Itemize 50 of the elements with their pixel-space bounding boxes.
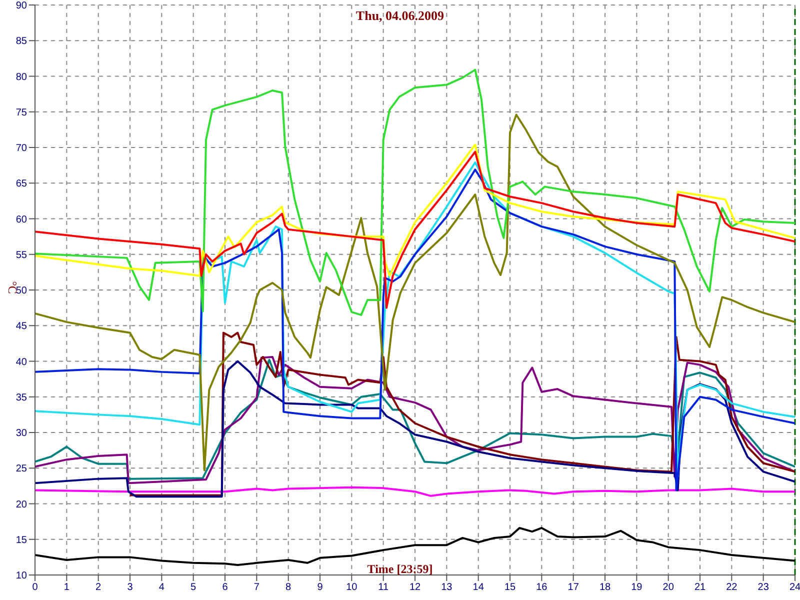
x-tick-label: 22 [726, 582, 738, 594]
y-tick-label: 80 [16, 72, 28, 83]
y-tick-label: 45 [16, 321, 28, 332]
y-tick-label: 20 [16, 499, 28, 510]
y-tick-label: 75 [16, 107, 28, 118]
x-tick-label: 19 [631, 582, 643, 594]
x-tick-label: 16 [536, 582, 548, 594]
y-tick-label: 50 [16, 286, 28, 297]
y-tick-label: 55 [16, 250, 28, 261]
chart-title: Thu, 04.06.2009 [356, 8, 444, 23]
x-tick-label: 9 [317, 582, 324, 594]
y-tick-label: 70 [16, 143, 28, 154]
line-series [35, 68, 795, 316]
x-tick-label: 23 [758, 582, 770, 594]
y-tick-label: 35 [16, 392, 28, 404]
x-tick-label: 7 [254, 582, 260, 594]
x-tick-label: 6 [222, 582, 228, 594]
y-tick-label: 65 [16, 178, 28, 190]
x-tick-label: 10 [346, 582, 358, 594]
x-axis-title: Time [23:59] [367, 562, 433, 576]
x-tick-label: 20 [662, 582, 674, 594]
x-tick-label: 11 [378, 582, 389, 594]
y-tick-label: 60 [16, 214, 28, 226]
x-tick-label: 17 [568, 582, 580, 594]
x-tick-label: 3 [127, 582, 134, 594]
x-tick-label: 24 [789, 582, 800, 594]
x-tick-label: 18 [599, 582, 611, 594]
y-tick-label: 25 [16, 464, 28, 475]
x-tick-label: 2 [96, 582, 102, 594]
x-tick-label: 8 [286, 582, 292, 594]
y-tick-label: 40 [16, 356, 28, 368]
x-tick-label: 0 [32, 582, 38, 594]
y-tick-label: 15 [16, 534, 28, 546]
x-tick-label: 13 [441, 582, 453, 594]
y-tick-label: 85 [16, 36, 28, 48]
x-tick-label: 4 [158, 582, 165, 594]
line-series [35, 150, 795, 309]
x-tick-label: 5 [190, 582, 197, 594]
x-tick-label: 12 [409, 582, 421, 594]
line-series [35, 144, 795, 277]
x-tick-label: 14 [472, 582, 484, 594]
line-series [35, 486, 795, 497]
y-tick-label: 90 [16, 0, 28, 12]
x-tick-label: 15 [504, 582, 516, 594]
line-series [35, 526, 795, 566]
line-series [129, 332, 795, 496]
y-tick-label: 30 [16, 428, 28, 440]
x-tick-label: 21 [694, 582, 706, 594]
x-tick-label: 1 [64, 582, 70, 594]
y-tick-label: 10 [16, 570, 28, 582]
